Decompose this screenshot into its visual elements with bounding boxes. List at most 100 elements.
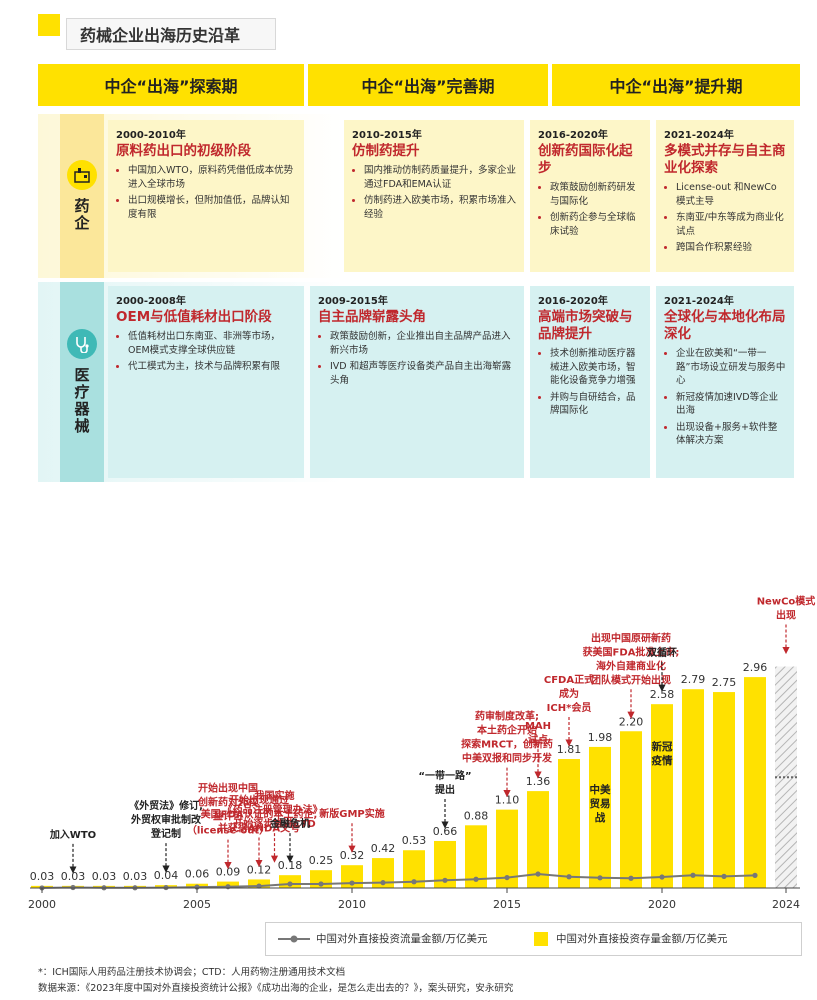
flow-point (566, 874, 572, 880)
annotation-text: “一带一路” (418, 769, 471, 782)
x-tick-label: 2024 (772, 898, 800, 911)
annotation-text: 本土药企开始 (477, 724, 537, 737)
legend-bar-label: 中国对外直接投资存量金额/万亿美元 (556, 933, 728, 945)
factory-icon (67, 160, 97, 190)
annotation-text: 获美国FDA批准上市; (582, 645, 680, 658)
bar-label: 0.04 (154, 869, 179, 882)
card-heading: 多模式并存与自主商业化探索 (664, 143, 786, 176)
bar (713, 692, 735, 888)
annotation-text: 我国实施 (255, 789, 295, 802)
annotation-text: 金融危机 (269, 817, 310, 830)
x-tick-label: 2010 (338, 898, 366, 911)
annotation-text: 成为 (559, 687, 579, 700)
period-improve: 中企“出海”完善期 (308, 64, 548, 106)
flow-point (690, 872, 696, 878)
card-bullet: 仿制药进入欧美市场，积累市场准入经验 (364, 194, 516, 221)
flow-point (535, 871, 541, 877)
device-card-1: 2000-2008年 OEM与低值耗材出口阶段 低值耗材出口东南亚、非洲等市场，… (108, 286, 304, 478)
annotation-text: NewCo模式 (757, 595, 816, 608)
device-card-3: 2016-2020年 高端市场突破与品牌提升 技术创新推动医疗器械进入欧美市场，… (530, 286, 650, 478)
flow-point (752, 872, 758, 878)
card-bullet: 跨国合作积累经验 (676, 241, 786, 255)
flow-point (256, 883, 262, 889)
device-card-2: 2009-2015年 自主品牌崭露头角 政策鼓励创新，企业推出自主品牌产品进入新… (310, 286, 524, 478)
annotation-text: 新版GMP实施 (319, 807, 385, 820)
bar-label: 1.98 (588, 731, 613, 744)
card-bullet: 中国加入WTO，原料药凭借低成本优势进入全球市场 (128, 164, 296, 191)
card-heading: 全球化与本地化布局深化 (664, 309, 786, 342)
annotation-text: （license-out） (187, 824, 269, 837)
card-bullet: 企业在欧美和“一带一路”市场设立研发与服务中心 (676, 347, 786, 388)
annotation-text: 益许可 (213, 810, 243, 823)
title-accent (38, 14, 60, 36)
annotation-text: 加入WTO (49, 828, 96, 841)
bar-label: 0.18 (278, 859, 303, 872)
bar-label: 2.79 (681, 673, 706, 686)
bar-inside-label: 贸易 (590, 797, 611, 810)
flow-point (504, 874, 510, 881)
bar-label: 0.32 (340, 849, 365, 862)
card-heading: 自主品牌崭露头角 (318, 309, 426, 325)
bar (465, 825, 487, 888)
annotation-text: 开始出现通过 (229, 793, 289, 806)
bar (527, 791, 549, 888)
bar-label: 0.03 (61, 870, 86, 883)
annotation-text: 提出 (435, 783, 455, 796)
stethoscope-icon (67, 329, 97, 359)
card-heading: 高端市场突破与品牌提升 (538, 309, 633, 342)
card-bullet: 出口规模增长，但附加值低，品牌认知度有限 (128, 194, 296, 221)
card-bullet: 并购与自研结合，品牌国际化 (550, 391, 642, 418)
card-bullet: 出现设备+服务+软件整体解决方案 (676, 421, 786, 448)
card-bullet: License-out 和NewCo 模式主导 (676, 181, 786, 208)
flow-point (318, 881, 324, 887)
bar-label: 1.36 (526, 775, 551, 788)
pharma-card-2: 2010-2015年 仿制药提升 国内推动仿制药质量提升，多家企业通过FDA和E… (344, 120, 524, 272)
legend-line-label: 中国对外直接投资流量金额/万亿美元 (316, 933, 488, 945)
pharma-label: 药企 (72, 198, 91, 232)
bar-label: 0.25 (309, 854, 334, 867)
annotation-text: MAH (525, 721, 551, 732)
card-heading: 仿制药提升 (352, 143, 420, 159)
period-explore: 中企“出海”探索期 (38, 64, 304, 106)
flow-point (442, 877, 448, 883)
device-card-4: 2021-2024年 全球化与本地化布局深化 企业在欧美和“一带一路”市场设立研… (656, 286, 794, 478)
annotation-text: 中美双报和同步开发 (462, 752, 553, 765)
card-bullet: 代工模式为主，技术与品牌积累有限 (128, 360, 296, 374)
bar-label: 0.42 (371, 842, 396, 855)
annotation-text: 《药品注册管理办法》, (223, 803, 327, 816)
card-year: 2009-2015年 (318, 296, 388, 307)
annotation-text: 双循环 (647, 646, 677, 659)
bar (403, 850, 425, 888)
annotation-text: 《外贸法》修订, (129, 799, 203, 812)
annotation-text: 并获得ANDA文号 (218, 821, 300, 834)
annotation-text: 开始出现中国 (198, 782, 258, 795)
card-year: 2000-2010年 (116, 130, 186, 141)
card-heading: 原料药出口的初级阶段 (116, 143, 251, 159)
card-bullet: 创新药企参与全球临床试验 (550, 211, 642, 238)
flow-point (721, 873, 727, 879)
pharma-card-1: 2000-2010年 原料药出口的初级阶段 中国加入WTO，原料药凭借低成本优势… (108, 120, 304, 272)
bar-label: 2.75 (712, 676, 737, 689)
bar-label: 2.96 (743, 661, 768, 674)
device-label: 医疗器械 (72, 367, 91, 435)
annotation-text: 团队模式开始出现 (591, 673, 671, 686)
annotation-text: 美国FDA认证的本土药企, (201, 807, 318, 820)
annotation-text: CFDA正式 (544, 673, 594, 686)
bar-label: 0.03 (123, 870, 148, 883)
pharma-card-4: 2021-2024年 多模式并存与自主商业化探索 License-out 和Ne… (656, 120, 794, 272)
x-tick-label: 2020 (648, 898, 676, 911)
pharma-card-3: 2016-2020年 创新药国际化起步 政策鼓励创新药研发与国际化 创新药企参与… (530, 120, 650, 272)
bar (620, 731, 642, 888)
flow-line (41, 873, 756, 889)
title-box (66, 18, 276, 50)
bar-label: 0.12 (247, 863, 272, 876)
data-source: 数据来源：《2023年度中国对外直接投资统计公报》《成功出海的企业，是怎么走出去… (38, 983, 514, 994)
card-bullet: 技术创新推动医疗器械进入欧美市场，智能化设备竞争力增强 (550, 347, 642, 388)
pharma-side: 药企 (60, 114, 104, 278)
period-upgrade: 中企“出海”提升期 (552, 64, 800, 106)
annotation-text: 创新药对外权 (197, 796, 259, 809)
flow-point (349, 880, 355, 886)
bar-label: 0.53 (402, 834, 427, 847)
bar (589, 746, 611, 888)
card-year: 2000-2008年 (116, 296, 186, 307)
